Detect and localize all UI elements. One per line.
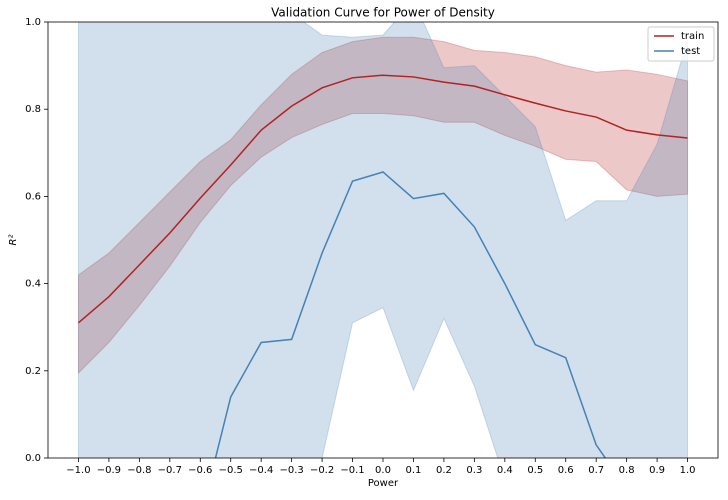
x-tick-label: 0.3 [466, 465, 482, 476]
x-tick-label: 0.0 [375, 465, 391, 476]
y-tick-label: 0.8 [25, 104, 41, 115]
legend-label: test [681, 46, 700, 57]
x-tick-label: 0.7 [588, 465, 604, 476]
chart-title: Validation Curve for Power of Density [271, 6, 495, 20]
x-tick-label: −0.3 [279, 465, 303, 476]
x-tick-label: −0.6 [188, 465, 212, 476]
x-tick-label: −0.8 [127, 465, 151, 476]
band [77, 36, 689, 375]
x-tick-label: −0.4 [249, 465, 273, 476]
x-axis-label: Power [368, 478, 399, 489]
x-tick-label: −1.0 [66, 465, 90, 476]
band [77, 22, 689, 458]
x-tick-label: 0.5 [527, 465, 543, 476]
x-tick-label: −0.7 [158, 465, 182, 476]
y-tick-label: 0.2 [25, 366, 41, 377]
y-tick-label: 0.0 [25, 453, 41, 464]
plot-area [77, 22, 689, 458]
line [214, 171, 607, 458]
x-tick-label: −0.2 [310, 465, 334, 476]
x-tick-label: 0.9 [649, 465, 665, 476]
y-tick-label: 1.0 [25, 17, 41, 28]
x-tick-label: 0.1 [406, 465, 422, 476]
y-tick-label: 0.6 [25, 191, 41, 202]
x-tick-label: 1.0 [680, 465, 696, 476]
line [77, 74, 688, 324]
x-tick-label: 0.4 [497, 465, 513, 476]
x-tick-label: −0.5 [219, 465, 243, 476]
y-axis-label: R² [8, 235, 19, 246]
x-tick-label: 0.6 [558, 465, 574, 476]
x-tick-label: 0.8 [619, 465, 635, 476]
x-tick-label: 0.2 [436, 465, 452, 476]
x-tick-label: −0.1 [340, 465, 364, 476]
legend-label: train [681, 31, 704, 42]
y-tick-label: 0.4 [25, 279, 41, 290]
x-tick-label: −0.9 [97, 465, 121, 476]
